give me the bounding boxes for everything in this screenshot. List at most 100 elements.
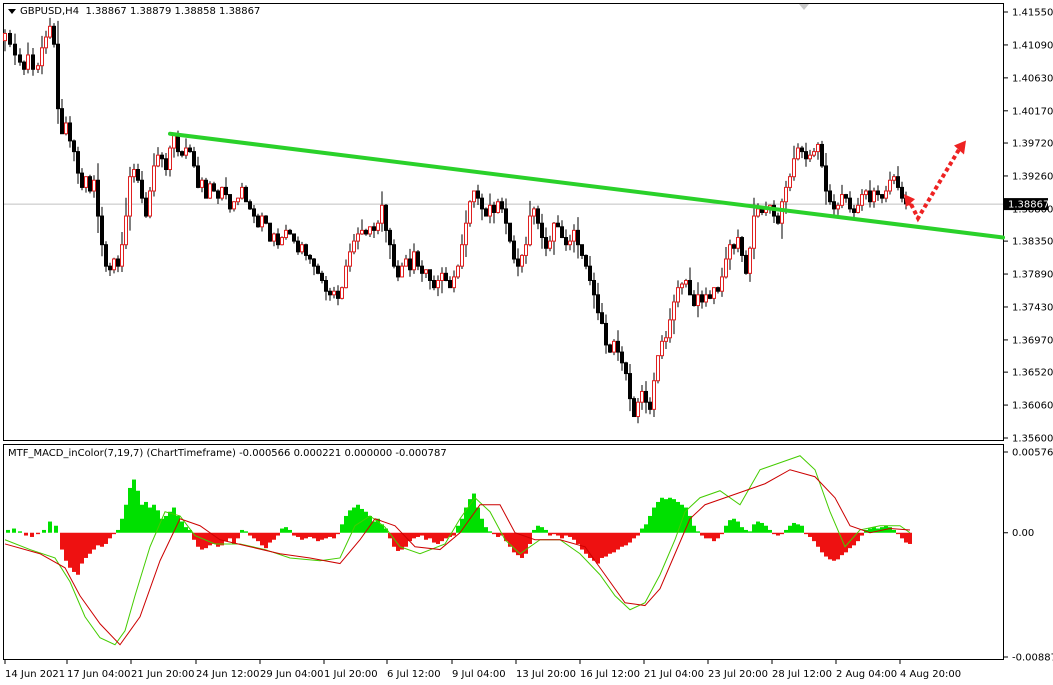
macd-hist-bar-down xyxy=(308,532,312,537)
ohlc-values: 1.38867 1.38879 1.38858 1.38867 xyxy=(85,6,261,17)
candle-bear xyxy=(504,208,508,224)
candle-bull xyxy=(532,208,536,217)
candle-bull xyxy=(684,279,688,285)
trendline[interactable] xyxy=(168,131,1005,240)
macd-hist-bar-down xyxy=(804,532,808,535)
macd-hist-bar-down xyxy=(836,532,840,560)
macd-hist-bar-up xyxy=(660,497,664,533)
candle-bull xyxy=(728,244,732,260)
macd-hist-bar-up xyxy=(464,507,468,533)
time-tick-label: 14 Jun 2021 xyxy=(5,669,65,680)
macd-hist-bar-up xyxy=(740,527,744,533)
forecast-start-arrowhead-icon xyxy=(904,194,915,208)
candle-bull xyxy=(352,240,356,253)
macd-hist-bar-up xyxy=(640,528,644,533)
macd-hist-bar-down xyxy=(212,532,216,544)
candle-bull xyxy=(3,32,7,42)
macd-hist-bar-up xyxy=(532,529,536,533)
macd-hist-bar-down xyxy=(100,532,104,547)
macd-hist-bar-up xyxy=(12,528,16,533)
macd-hist-bar-down xyxy=(400,532,404,550)
candle-bear xyxy=(692,294,696,307)
candle-bear xyxy=(844,194,848,199)
dropdown-triangle-icon[interactable] xyxy=(8,8,16,14)
candle-bear xyxy=(264,215,268,224)
candle-bear xyxy=(160,154,164,160)
candle-bear xyxy=(432,279,436,289)
candle-bear xyxy=(876,190,880,196)
macd-hist-bar-up xyxy=(288,529,292,533)
macd-hist-bar-up xyxy=(888,527,892,533)
candle-bull xyxy=(112,258,116,271)
macd-hist-bar-up xyxy=(160,518,164,533)
macd-hist-bar-down xyxy=(508,532,512,547)
candle-bear xyxy=(324,279,328,292)
macd-hist-bar-down xyxy=(552,532,556,535)
macd-hist-bar-down xyxy=(404,532,408,547)
candle-bear xyxy=(116,258,120,267)
macd-hist-bar-down xyxy=(196,532,200,547)
candle-bull xyxy=(464,222,468,246)
candle-bear xyxy=(104,244,108,267)
candle-bull xyxy=(660,340,664,357)
macd-hist-bar-up xyxy=(652,507,656,533)
macd-hist-bar-up xyxy=(368,515,372,533)
macd-hist-bar-up xyxy=(244,531,248,533)
macd-hist-bar-up xyxy=(148,507,152,533)
candle-bear xyxy=(60,108,64,135)
candle-bull xyxy=(796,147,800,160)
candle-bear xyxy=(608,344,612,353)
macd-hist-bar-down xyxy=(624,532,628,546)
candle-bull xyxy=(748,247,752,274)
candle-bull xyxy=(404,258,408,267)
macd-hist-bar-down xyxy=(780,532,784,535)
price-tick-label: 1.38350 xyxy=(1012,237,1053,248)
candle-bear xyxy=(880,194,884,199)
candle-bull xyxy=(524,244,528,256)
macd-hist-bar-up xyxy=(456,525,460,533)
candle-bull xyxy=(892,176,896,181)
macd-hist-bar-up xyxy=(800,525,804,533)
macd-hist-bar-up xyxy=(376,518,380,533)
candle-bear xyxy=(588,265,592,281)
macd-hist-bar-down xyxy=(444,532,448,539)
macd-hist-bar-down xyxy=(904,532,908,543)
macd-hist-bar-down xyxy=(396,532,400,551)
macd-hist-bar-up xyxy=(648,515,652,533)
macd-hist-bar-down xyxy=(856,532,860,542)
candle-bear xyxy=(328,290,332,296)
candle-bull xyxy=(488,204,492,217)
candle-bull xyxy=(888,179,892,192)
candle-bear xyxy=(700,294,704,303)
candle-bear xyxy=(560,226,564,239)
price-tick-label: 1.41550 xyxy=(1012,8,1053,19)
candle-bear xyxy=(18,54,22,63)
price-tick-label: 1.36060 xyxy=(1012,401,1053,412)
macd-hist-bar-down xyxy=(896,532,900,535)
macd-hist-bar-down xyxy=(424,532,428,540)
candle-bear xyxy=(476,190,480,199)
macd-hist-bar-down xyxy=(408,532,412,542)
price-tick-label: 1.37430 xyxy=(1012,302,1053,313)
macd-hist-bar-down xyxy=(84,532,88,558)
macd-hist-bar-up xyxy=(468,499,472,533)
macd-hist-bar-down xyxy=(88,532,92,554)
chart-shift-marker-icon[interactable] xyxy=(799,4,809,10)
macd-layer xyxy=(4,455,912,646)
time-tick-label: 23 Jul 20:00 xyxy=(708,669,768,680)
macd-hist-bar-down xyxy=(192,532,196,540)
candle-bull xyxy=(48,25,52,38)
candle-bull xyxy=(856,204,860,213)
macd-hist-bar-up xyxy=(536,525,540,533)
macd-hist-bar-up xyxy=(348,510,352,533)
candle-bull xyxy=(232,201,236,210)
candle-bear xyxy=(820,143,824,167)
candle-bear xyxy=(288,229,292,235)
candle-bear xyxy=(556,222,560,228)
candle-bear xyxy=(364,229,368,235)
macd-hist-bar-up xyxy=(476,507,480,533)
macd-hist-bar-up xyxy=(352,507,356,533)
candle-bear xyxy=(604,322,608,346)
candle-bull xyxy=(780,201,784,224)
